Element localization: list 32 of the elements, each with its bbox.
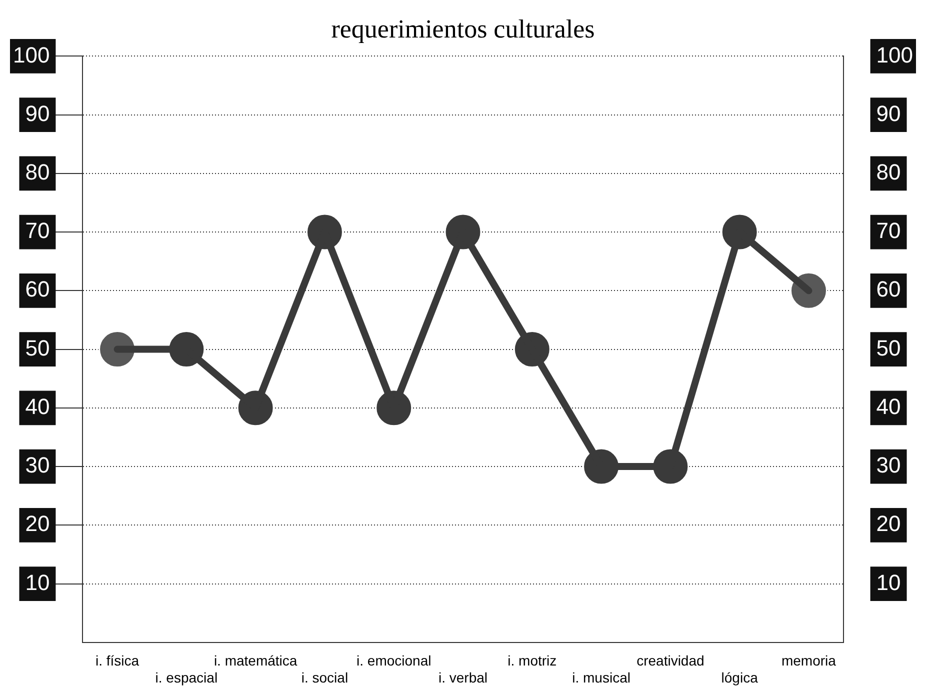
y-tick-label: 30 xyxy=(25,452,50,478)
x-tick-label: memoria xyxy=(781,652,836,669)
chart-title: requerimientos culturales xyxy=(331,14,595,44)
y-tick-label: 70 xyxy=(25,218,50,244)
y-tick-label: 20 xyxy=(25,511,50,536)
x-tick-label: i. espacial xyxy=(155,669,218,686)
y-tick-label: 50 xyxy=(25,335,50,360)
y2-tick-label: 20 xyxy=(876,511,901,536)
y2-tick-label: 80 xyxy=(876,160,901,185)
y-tick-label: 60 xyxy=(25,276,50,302)
y2-tick-label: 60 xyxy=(876,276,901,302)
x-tick-label: i. social xyxy=(301,669,348,686)
y-tick-label: 40 xyxy=(25,394,50,419)
y2-tick-label: 90 xyxy=(876,100,901,126)
x-tick-label: i. musical xyxy=(572,669,630,686)
y2-tick-label: 10 xyxy=(876,570,901,595)
x-tick-label: i. motriz xyxy=(508,652,557,669)
y2-tick-label: 100 xyxy=(876,42,914,68)
y2-tick-label: 30 xyxy=(876,452,901,478)
x-tick-label: i. verbal xyxy=(438,669,488,686)
y-tick-label: 80 xyxy=(25,160,50,185)
y2-tick-label: 50 xyxy=(876,335,901,360)
y-tick-label: 90 xyxy=(25,100,50,126)
x-tick-label: i. física xyxy=(95,652,140,669)
y2-tick-label: 70 xyxy=(876,218,901,244)
x-tick-label: i. emocional xyxy=(356,652,432,669)
y-tick-label: 100 xyxy=(12,42,50,68)
y2-tick-label: 40 xyxy=(876,394,901,419)
x-tick-label: i. matemática xyxy=(214,652,298,669)
x-tick-label: creatividad xyxy=(636,652,704,669)
x-tick-label: lógica xyxy=(721,669,758,686)
y-tick-label: 10 xyxy=(25,570,50,595)
